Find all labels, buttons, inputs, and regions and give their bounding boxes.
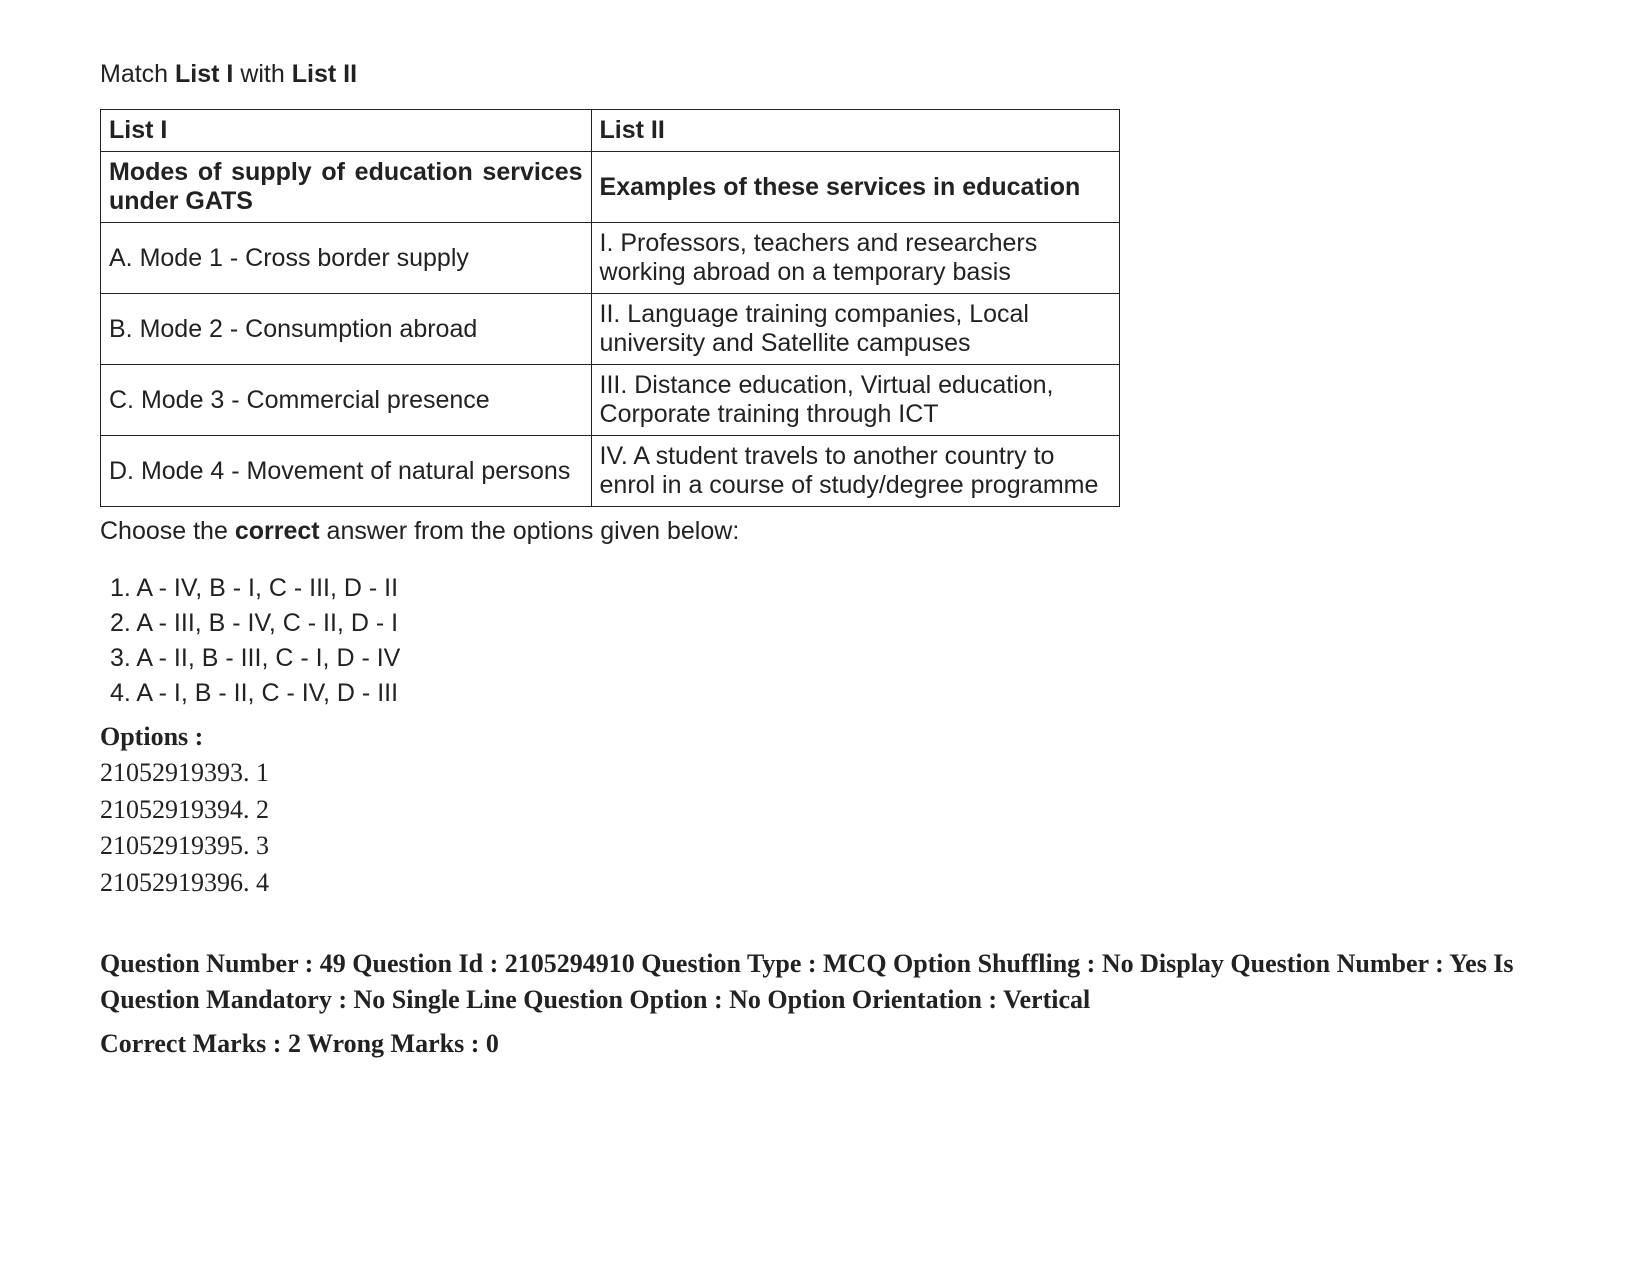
table-row: C. Mode 3 - Commercial presence III. Dis…: [101, 365, 1120, 436]
question-metadata: Question Number : 49 Question Id : 21052…: [100, 946, 1520, 1019]
table-row: D. Mode 4 - Movement of natural persons …: [101, 436, 1120, 507]
option-item: 21052919395. 3: [100, 828, 1550, 864]
options-header: Options :: [100, 719, 1550, 755]
answer-item: 3. A - II, B - III, C - I, D - IV: [110, 641, 1550, 676]
choose-prefix: Choose the: [100, 517, 235, 545]
cell-left: A. Mode 1 - Cross border supply: [101, 223, 592, 294]
instruction-list2: List II: [292, 60, 357, 88]
header-left: List I: [101, 110, 592, 152]
cell-right: III. Distance education, Virtual educati…: [591, 365, 1119, 436]
answer-item: 4. A - I, B - II, C - IV, D - III: [110, 676, 1550, 711]
instruction-list1: List I: [175, 60, 233, 88]
table-row: B. Mode 2 - Consumption abroad II. Langu…: [101, 294, 1120, 365]
table-header-row: List I List II: [101, 110, 1120, 152]
option-item: 21052919396. 4: [100, 865, 1550, 901]
table-row: A. Mode 1 - Cross border supply I. Profe…: [101, 223, 1120, 294]
cell-left: C. Mode 3 - Commercial presence: [101, 365, 592, 436]
answer-item: 2. A - III, B - IV, C - II, D - I: [110, 606, 1550, 641]
match-table: List I List II Modes of supply of educat…: [100, 109, 1120, 507]
cell-left: B. Mode 2 - Consumption abroad: [101, 294, 592, 365]
choose-line: Choose the correct answer from the optio…: [100, 517, 1550, 546]
cell-right: I. Professors, teachers and researchers …: [591, 223, 1119, 294]
instruction: Match List I with List II: [100, 60, 1550, 89]
subheader-left-line1: Modes of supply of education services: [109, 158, 583, 187]
header-right: List II: [591, 110, 1119, 152]
cell-right: II. Language training companies, Local u…: [591, 294, 1119, 365]
subheader-left: Modes of supply of education services un…: [101, 152, 592, 223]
answer-item: 1. A - IV, B - I, C - III, D - II: [110, 571, 1550, 606]
option-item: 21052919394. 2: [100, 792, 1550, 828]
marks-line: Correct Marks : 2 Wrong Marks : 0: [100, 1029, 1550, 1059]
instruction-prefix: Match: [100, 60, 175, 88]
question-page: Match List I with List II List I List II…: [0, 0, 1650, 1099]
choose-bold: correct: [235, 517, 320, 545]
choose-suffix: answer from the options given below:: [320, 517, 740, 545]
option-item: 21052919393. 1: [100, 755, 1550, 791]
subheader-left-line2: under GATS: [109, 187, 583, 216]
subheader-right: Examples of these services in education: [591, 152, 1119, 223]
cell-left: D. Mode 4 - Movement of natural persons: [101, 436, 592, 507]
table-subheader-row: Modes of supply of education services un…: [101, 152, 1120, 223]
instruction-mid: with: [233, 60, 291, 88]
options-block: Options : 21052919393. 1 21052919394. 2 …: [100, 719, 1550, 901]
answer-list: 1. A - IV, B - I, C - III, D - II 2. A -…: [110, 571, 1550, 711]
cell-right: IV. A student travels to another country…: [591, 436, 1119, 507]
